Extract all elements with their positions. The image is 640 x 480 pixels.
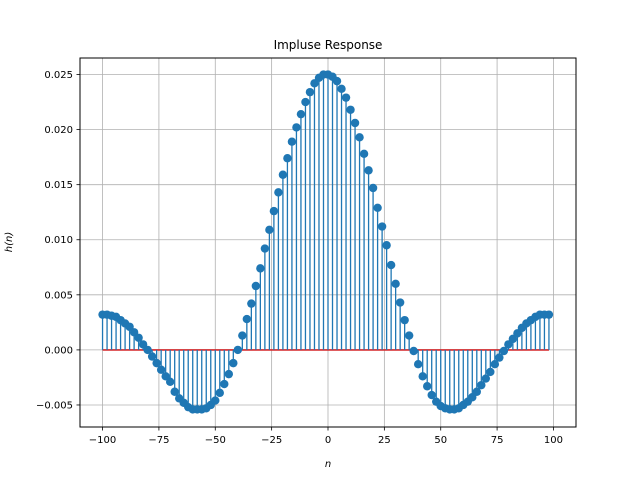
stem-marker [260, 244, 270, 253]
stem-marker [143, 345, 152, 355]
x-ticks: −100 −75 −50 −25 0 25 50 75 100 [89, 427, 563, 446]
stem-marker [170, 387, 179, 396]
stem-lines [101, 74, 550, 410]
stem-marker [391, 279, 400, 289]
stem-marker [242, 314, 252, 324]
stem-marker [355, 133, 364, 142]
stem-marker [477, 380, 486, 390]
stem-marker [156, 365, 166, 374]
stem-marker [229, 358, 238, 368]
stem-marker [147, 352, 157, 361]
stem-marker [337, 84, 346, 94]
stem-marker [499, 346, 509, 356]
y-tick-label: 0.000 [44, 345, 73, 356]
stem-markers [98, 70, 554, 414]
x-tick-label: 50 [434, 435, 447, 446]
y-tick-label: 0.025 [44, 70, 73, 81]
stem-marker [418, 372, 427, 381]
x-tick-label: 25 [378, 435, 391, 446]
stem-marker [287, 137, 297, 146]
stem-marker [332, 76, 342, 86]
stem-marker [359, 149, 369, 159]
stem-marker [256, 264, 265, 273]
stem-marker [368, 183, 378, 193]
x-tick-label: 100 [544, 435, 563, 446]
stem-marker [373, 203, 382, 213]
stem-marker [301, 97, 310, 107]
stem-marker [409, 346, 418, 356]
y-tick-label: 0.015 [44, 180, 73, 191]
y-axis-label: h(n) [4, 232, 15, 252]
x-axis-label: n [325, 459, 331, 470]
stem-marker [134, 333, 143, 342]
stem-marker [152, 358, 161, 368]
x-tick-label: 0 [325, 435, 331, 446]
stem-marker [486, 367, 495, 377]
stem-marker [386, 260, 396, 270]
stem-marker [382, 241, 391, 250]
stem-marker [292, 123, 301, 132]
y-tick-label: −0.005 [36, 400, 73, 411]
stem-marker [495, 353, 504, 362]
stem-marker [544, 310, 554, 319]
stem-marker [423, 382, 432, 391]
stem-marker [278, 170, 288, 179]
y-tick-label: 0.010 [44, 235, 73, 246]
stem-marker [274, 188, 283, 197]
chart-title: Impluse Response [274, 38, 383, 52]
stem-marker [247, 299, 256, 308]
stem-marker [220, 379, 229, 389]
x-tick-label: −25 [261, 435, 282, 446]
stem-marker [233, 345, 243, 355]
stem-marker [269, 206, 279, 216]
y-ticks: −0.005 0.000 0.005 0.010 0.015 0.020 0.025 [36, 70, 80, 411]
stem-marker [251, 281, 261, 291]
stem-marker [350, 118, 360, 128]
stem-marker [395, 298, 405, 307]
x-tick-label: 75 [491, 435, 504, 446]
stem-marker [472, 387, 481, 396]
stem-marker [215, 388, 224, 398]
x-tick-label: −75 [148, 435, 169, 446]
stem-marker [377, 222, 387, 231]
stem-marker [341, 93, 351, 102]
x-tick-label: −50 [205, 435, 226, 446]
stem-marker [165, 377, 175, 387]
stem-marker [400, 315, 409, 325]
stem-marker [364, 166, 373, 175]
stem-marker [238, 331, 247, 340]
y-tick-label: 0.005 [44, 290, 73, 301]
y-tick-label: 0.020 [44, 125, 73, 136]
stem-marker [211, 396, 220, 405]
stem-marker [490, 360, 500, 369]
stem-marker [346, 105, 355, 114]
stem-marker [305, 87, 315, 97]
stem-marker [481, 374, 491, 383]
x-tick-label: −100 [89, 435, 116, 446]
stem-marker [413, 360, 423, 369]
stem-marker [224, 369, 233, 379]
stem-marker [265, 225, 274, 235]
stem-marker [404, 331, 414, 340]
stem-marker [283, 154, 292, 163]
stem-marker [296, 109, 306, 119]
stem-marker [427, 390, 436, 400]
